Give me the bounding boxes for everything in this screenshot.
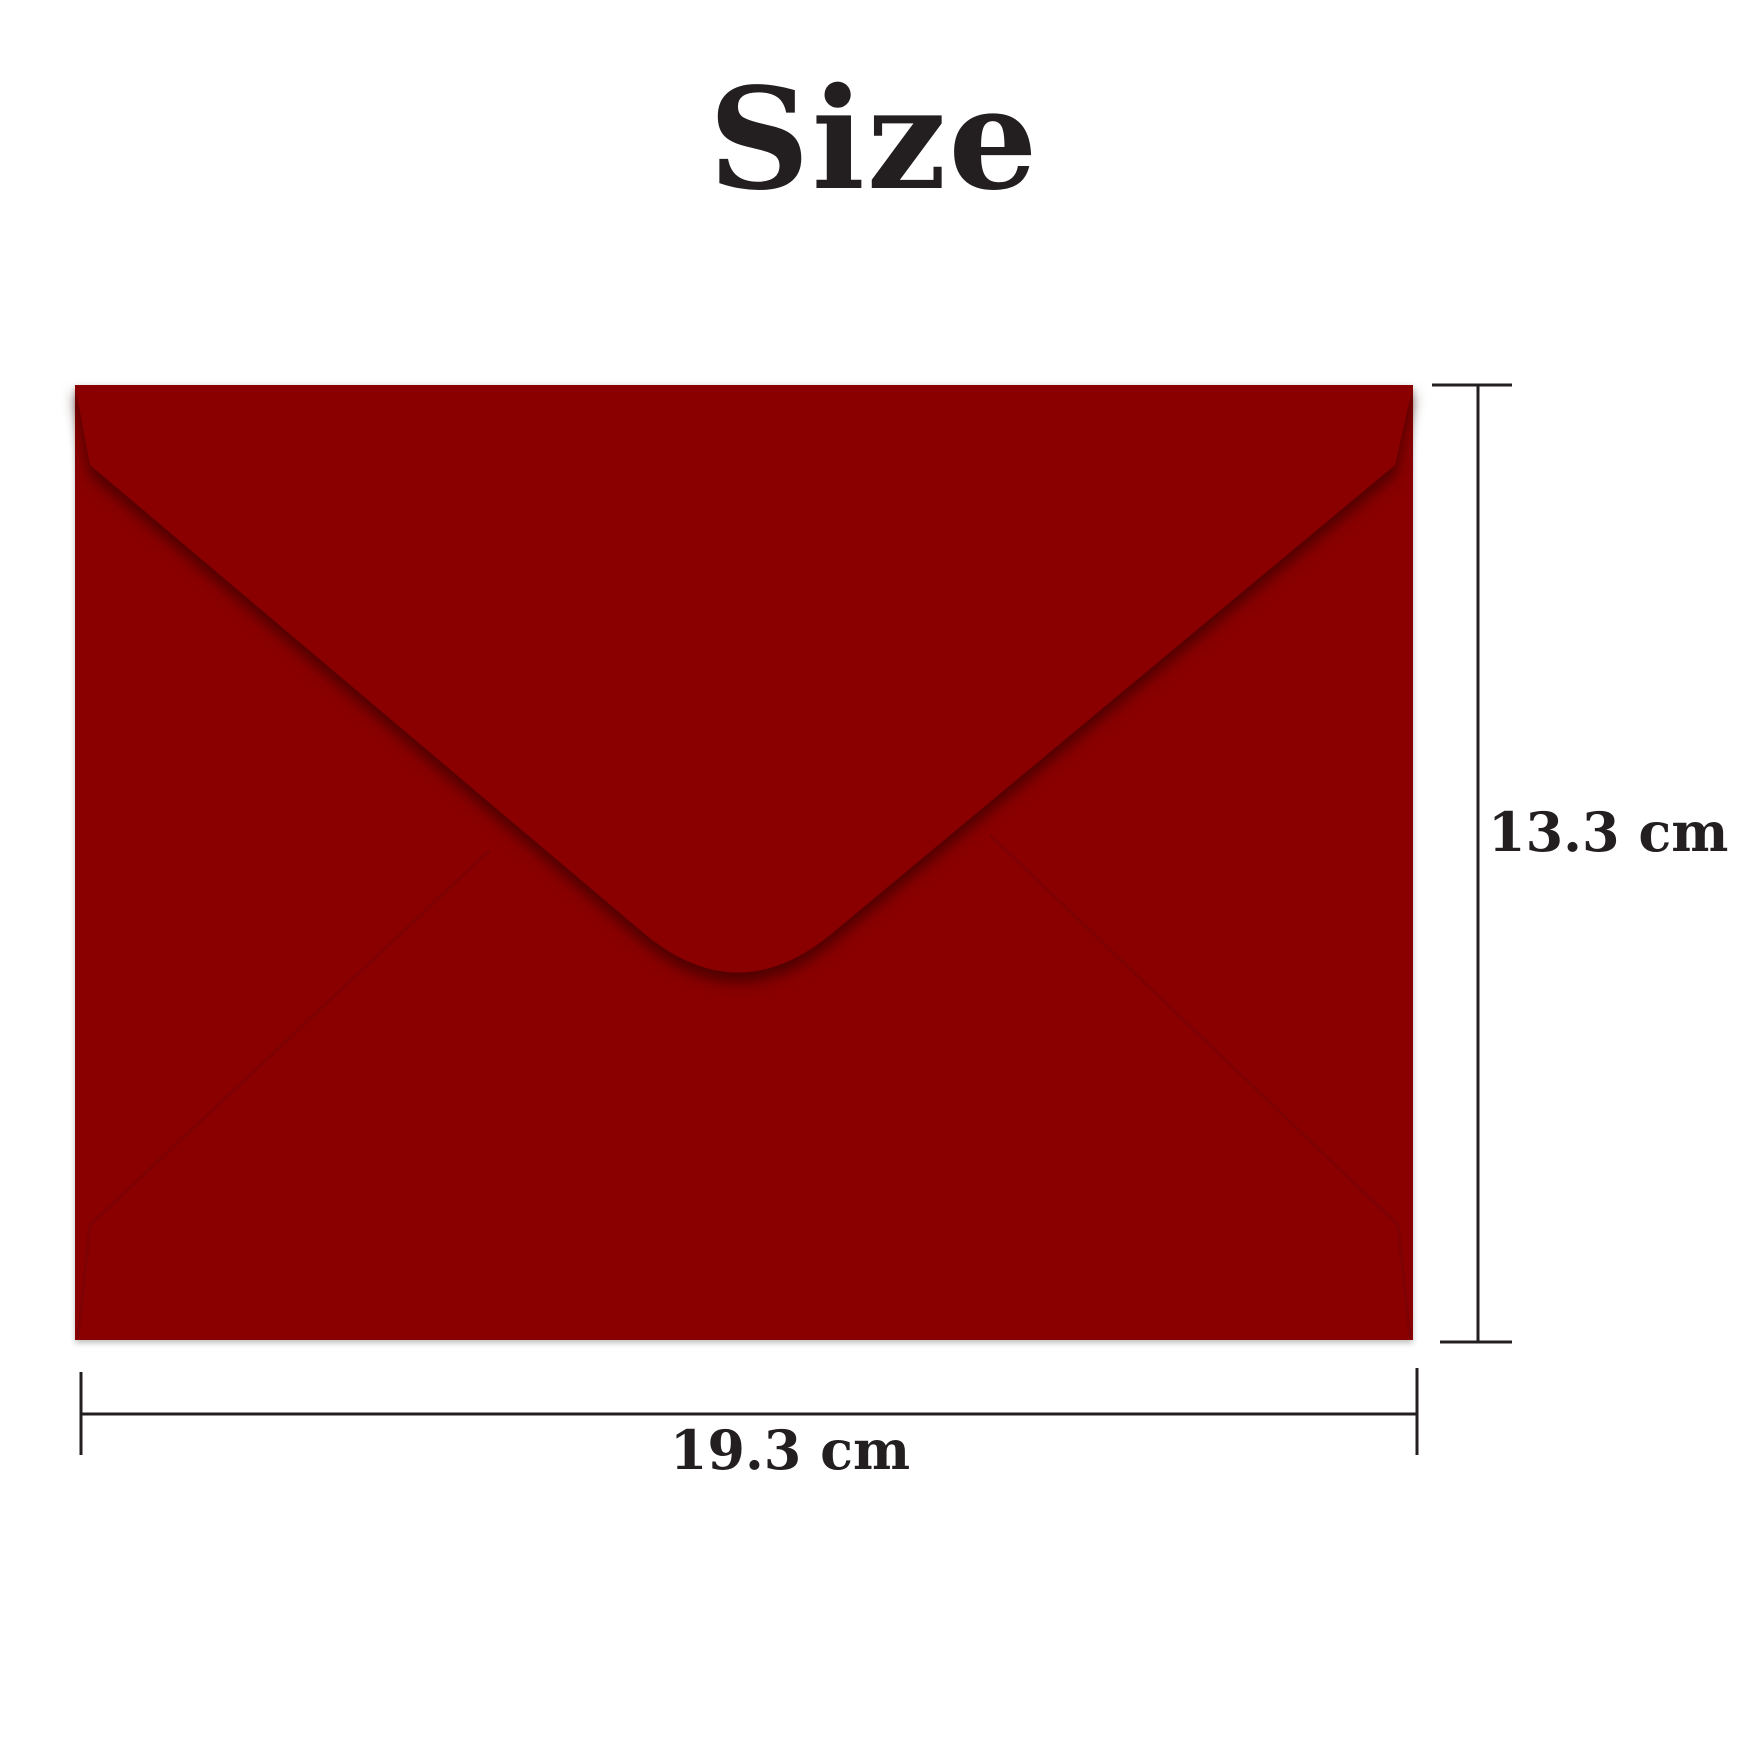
page-title: Size [708,58,1040,222]
envelope-right-fold [988,833,1412,1339]
envelope-flap [75,385,1413,973]
height-dimension [1432,383,1512,1344]
width-label: 19.3 cm [669,1418,911,1482]
envelope-left-fold [76,848,492,1339]
height-label: 13.3 cm [1488,800,1729,864]
width-dimension [79,1368,1419,1455]
